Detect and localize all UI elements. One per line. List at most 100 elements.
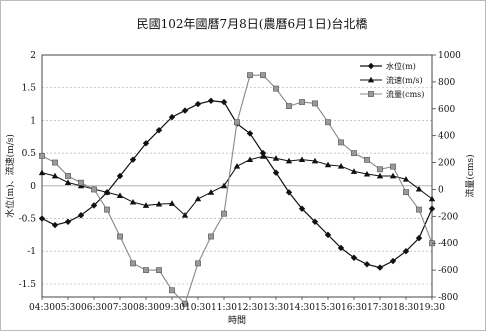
left-tick-label: -1 <box>27 247 36 257</box>
data-point-diamond <box>64 218 72 225</box>
data-point-triangle <box>324 161 332 168</box>
data-point-square <box>247 72 253 79</box>
data-point-square <box>91 186 97 193</box>
left-tick-label: -1.5 <box>19 280 37 290</box>
x-tick-label: 12:30 <box>237 303 263 313</box>
data-point-square <box>312 100 318 107</box>
x-tick-label: 10:30 <box>185 303 211 313</box>
x-tick-label: 17:30 <box>367 303 393 313</box>
series-square <box>39 72 435 307</box>
data-point-diamond <box>129 156 137 163</box>
right-axis-ticks: 1000 800 600 400 200 0 -200 -400 -600 -800 <box>432 51 461 303</box>
left-axis-ticks: 2 1.5 1 0.5 0 -0.5 -1 -1.5 <box>19 51 37 290</box>
data-point-triangle <box>246 156 254 163</box>
data-point-diamond <box>90 202 98 209</box>
data-point-square <box>260 72 266 79</box>
x-tick-label: 14:30 <box>289 303 315 313</box>
x-axis-ticks: 04:30 05:30 06:30 07:30 08:30 09:30 10:30 11:30… <box>29 297 445 313</box>
data-point-triangle <box>168 200 176 206</box>
data-point-diamond <box>350 254 358 261</box>
data-point-diamond <box>298 205 306 212</box>
x-tick-label: 15:30 <box>315 303 341 313</box>
data-point-triangle <box>376 172 384 179</box>
data-point-diamond <box>142 140 150 147</box>
data-point-square <box>130 260 136 267</box>
data-point-triangle <box>142 202 150 208</box>
data-point-square <box>39 152 45 159</box>
data-point-triangle <box>51 172 59 179</box>
plot-area-border <box>41 54 433 298</box>
right-tick-label: 600 <box>438 105 455 115</box>
data-point-diamond <box>272 169 280 176</box>
data-point-square <box>52 159 58 166</box>
series-triangle <box>38 153 436 218</box>
data-point-triangle <box>155 200 163 207</box>
data-point-diamond <box>428 205 436 212</box>
data-point-diamond <box>367 62 375 70</box>
data-point-square <box>325 119 331 126</box>
right-axis-label: 流量(cms) <box>464 154 476 197</box>
data-point-triangle <box>350 168 358 174</box>
data-point-square <box>351 150 357 157</box>
data-point-triangle <box>367 76 375 83</box>
data-point-square <box>65 173 71 179</box>
data-point-triangle <box>311 157 319 164</box>
right-tick-label: -800 <box>438 293 458 303</box>
data-point-diamond <box>116 172 124 180</box>
data-point-diamond <box>246 130 254 137</box>
data-point-diamond <box>77 212 85 219</box>
data-point-triangle <box>298 156 306 163</box>
x-tick-label: 11:30 <box>211 303 237 313</box>
data-point-diamond <box>220 98 228 106</box>
data-point-triangle <box>38 169 46 176</box>
x-axis-label: 時間 <box>228 315 246 326</box>
data-point-diamond <box>389 257 397 265</box>
right-tick-label: -400 <box>438 239 458 249</box>
x-tick-label: 16:30 <box>341 303 367 313</box>
left-tick-label: 1.5 <box>22 84 37 94</box>
data-point-diamond <box>168 113 176 121</box>
right-tick-label: -600 <box>438 266 458 276</box>
data-point-diamond <box>259 149 267 157</box>
data-point-square <box>234 119 240 126</box>
data-point-triangle <box>220 182 228 189</box>
data-point-diamond <box>376 264 384 271</box>
data-point-square <box>299 99 305 105</box>
data-point-square <box>78 179 84 186</box>
legend-label: 水位(m) <box>386 61 416 71</box>
data-point-square <box>286 103 292 109</box>
data-point-square <box>338 139 344 146</box>
data-point-square <box>104 206 110 213</box>
chart-title: 民國102年國曆7月8日(農曆6月1日)台北橋 <box>137 16 368 31</box>
data-point-diamond <box>324 231 332 239</box>
data-point-triangle <box>337 162 345 169</box>
left-tick-label: 0 <box>30 182 36 192</box>
data-point-triangle <box>129 198 137 205</box>
data-point-triangle <box>415 185 423 192</box>
right-tick-label: 400 <box>438 132 455 142</box>
data-point-square <box>273 85 279 92</box>
data-point-triangle <box>194 195 202 202</box>
data-point-diamond <box>194 100 202 108</box>
series-layer <box>38 72 436 307</box>
data-point-square <box>195 260 201 267</box>
data-point-square <box>377 166 383 173</box>
data-point-square <box>221 210 227 217</box>
data-point-triangle <box>103 189 111 195</box>
data-point-triangle <box>233 162 241 169</box>
right-tick-label: -200 <box>438 212 458 222</box>
data-point-triangle <box>428 195 436 202</box>
data-point-diamond <box>38 215 46 222</box>
data-point-diamond <box>402 248 410 255</box>
data-point-square <box>403 189 409 196</box>
data-point-square <box>182 300 188 307</box>
x-tick-label: 19:30 <box>419 303 445 313</box>
data-point-diamond <box>207 97 215 104</box>
data-point-square <box>364 156 370 163</box>
x-tick-label: 18:30 <box>393 303 419 313</box>
data-point-diamond <box>51 221 59 229</box>
data-point-square <box>117 233 123 240</box>
data-point-diamond <box>363 261 371 268</box>
